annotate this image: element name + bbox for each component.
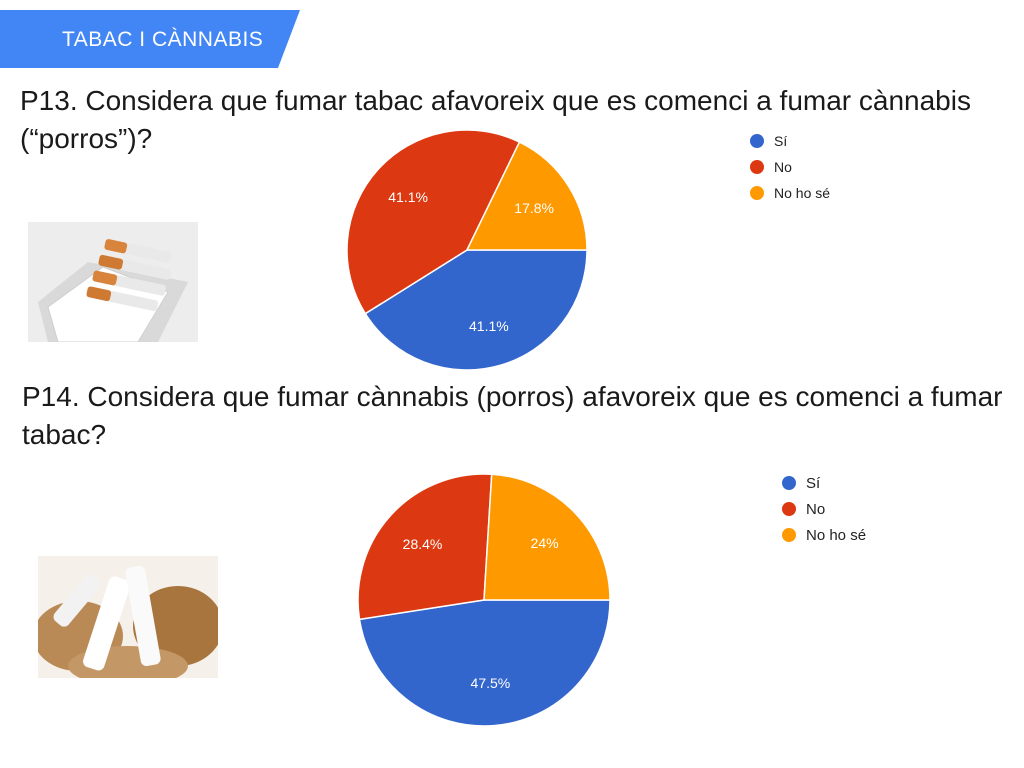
legend-swatch xyxy=(782,502,796,516)
pie-slice-label: 41.1% xyxy=(388,189,428,205)
legend-label: No xyxy=(806,500,826,518)
pie-slice-no xyxy=(357,473,493,621)
pie-slice-s- xyxy=(364,249,588,371)
pie-chart-p14: 47.5% 28.4% 24% xyxy=(357,473,611,727)
banner-shape xyxy=(0,10,300,68)
pie-slice-label: 24% xyxy=(531,535,559,551)
legend-label: Sí xyxy=(774,133,788,149)
legend-p13: Sí No No ho sé xyxy=(750,128,830,206)
section-banner: TABAC I CÀNNABIS xyxy=(0,10,300,68)
legend-swatch xyxy=(782,528,796,542)
legend-label: No ho sé xyxy=(806,526,867,544)
legend-label: No xyxy=(774,159,792,175)
legend-p14: Sí No No ho sé xyxy=(782,470,866,548)
legend-swatch xyxy=(750,134,764,148)
legend-item: No ho sé xyxy=(782,522,866,548)
legend-swatch xyxy=(750,160,764,174)
pie-slice-label: 17.8% xyxy=(514,200,554,216)
banner-title: TABAC I CÀNNABIS xyxy=(62,28,264,51)
legend-swatch xyxy=(750,186,764,200)
pie-slice-no-ho-s- xyxy=(465,141,588,251)
pie-slice-label: 47.5% xyxy=(471,675,511,691)
question-p13: P13. Considera que fumar tabac afavoreix… xyxy=(20,85,971,154)
pie-chart-p13: 41.1% 41.1% 17.8% xyxy=(346,129,588,371)
question-p14: P14. Considera que fumar cànnabis (porro… xyxy=(22,381,1003,450)
cigarette-pack-photo xyxy=(28,222,198,342)
pie-slice-s- xyxy=(358,599,611,727)
legend-item: No ho sé xyxy=(750,180,830,206)
pie-slice-no xyxy=(346,129,521,315)
legend-label: No ho sé xyxy=(774,185,831,201)
legend-item: No xyxy=(782,496,866,522)
pie-slice-label: 28.4% xyxy=(403,536,443,552)
legend-label: Sí xyxy=(806,474,821,492)
pie-slice-no-ho-s- xyxy=(483,473,611,601)
legend-swatch xyxy=(782,476,796,490)
legend-item: No xyxy=(750,154,830,180)
legend-item: Sí xyxy=(782,470,866,496)
rolling-tobacco-photo xyxy=(38,556,218,678)
legend-item: Sí xyxy=(750,128,830,154)
pie-slice-label: 41.1% xyxy=(469,318,509,334)
